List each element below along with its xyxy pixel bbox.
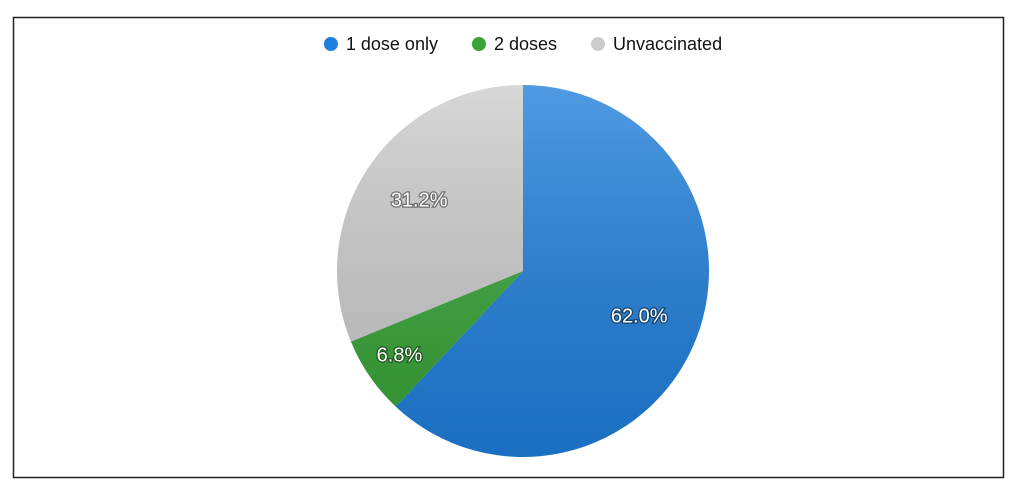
legend-label: 2 doses <box>494 34 557 54</box>
slice-label: 6.8% <box>377 344 423 366</box>
legend-marker <box>591 37 606 51</box>
legend: 1 dose only 2 doses Unvaccinated <box>323 34 722 54</box>
slice-label: 31.2% <box>391 190 448 212</box>
pie <box>336 85 710 457</box>
legend-label: 1 dose only <box>346 34 438 54</box>
legend-label: Unvaccinated <box>613 34 722 54</box>
slice-labels: 62.0% 6.8% 31.2% <box>375 188 669 367</box>
legend-marker <box>471 37 486 51</box>
slice-label: 62.0% <box>611 305 668 327</box>
legend-marker <box>323 37 338 51</box>
